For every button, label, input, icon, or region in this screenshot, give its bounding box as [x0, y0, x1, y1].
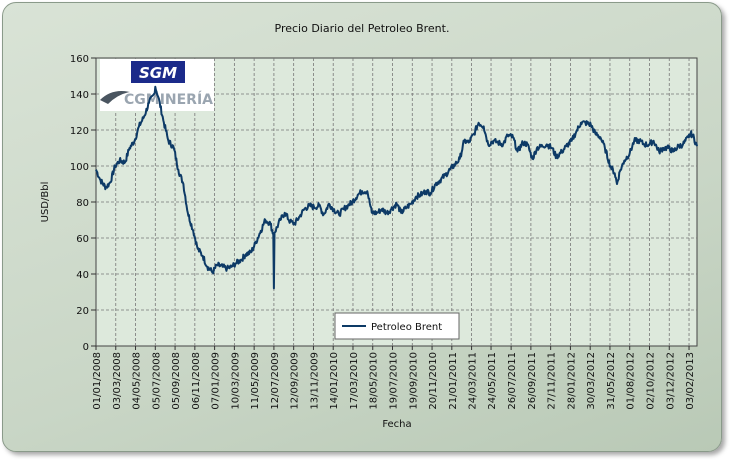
x-tick-label: 10/03/2009: [230, 352, 241, 410]
x-tick-label: 24/03/2011: [468, 352, 479, 410]
x-tick-label: 03/02/2013: [685, 352, 696, 410]
x-tick-label: 19/07/2010: [389, 352, 400, 410]
series-line-petroleo-brent: [95, 85, 698, 290]
y-axis: 0 20 40 60 80 100 120 140 160: [70, 54, 96, 353]
x-tick-label: 01/08/2012: [626, 352, 637, 410]
chart-title: Precio Diario del Petroleo Brent.: [275, 22, 450, 35]
x-tick-label: 13/11/2009: [309, 352, 320, 410]
logo-sgm-block: [131, 61, 185, 83]
x-tick-label: 14/01/2010: [329, 352, 340, 410]
x-tick-label: 03/03/2008: [112, 352, 123, 410]
logo-swoosh: [100, 91, 130, 104]
y-tick-label: 20: [76, 306, 89, 317]
x-tick-label: 30/03/2012: [586, 352, 597, 410]
x-tick-label: 18/05/2010: [369, 352, 380, 410]
x-tick-label: 01/01/2008: [92, 352, 103, 410]
y-tick-label: 40: [76, 270, 89, 281]
x-axis: 01/01/2008 03/03/2008 04/05/2008 05/07/2008…: [92, 346, 696, 410]
y-axis-label: USD/Bbl: [40, 182, 51, 223]
x-tick-label: 28/01/2012: [566, 352, 577, 410]
x-tick-label: 26/07/2011: [507, 352, 518, 410]
x-tick-label: 27/11/2011: [547, 352, 558, 410]
x-tick-label: 12/09/2009: [290, 352, 301, 410]
y-tick-label: 100: [70, 162, 89, 173]
legend-label: Petroleo Brent: [371, 322, 442, 333]
x-tick-label: 24/05/2011: [487, 352, 498, 410]
logo-sgm-text: SGM: [139, 64, 177, 82]
x-tick-label: 02/10/2012: [645, 352, 656, 410]
logo: SGM CGMINERÍA: [100, 59, 214, 111]
y-tick-label: 120: [70, 126, 89, 137]
logo-cgmineria-text: CGMINERÍA: [124, 91, 213, 108]
grid-lines: [96, 58, 697, 346]
x-tick-label: 26/09/2011: [527, 352, 538, 410]
series-group: [95, 85, 698, 290]
y-tick-label: 140: [70, 90, 89, 101]
x-tick-label: 11/05/2009: [250, 352, 261, 410]
x-tick-label: 17/03/2010: [349, 352, 360, 410]
y-tick-label: 0: [83, 342, 89, 353]
x-tick-label: 07/01/2009: [211, 352, 222, 410]
y-tick-label: 60: [76, 234, 89, 245]
x-tick-label: 19/09/2010: [408, 352, 419, 410]
x-tick-label: 21/01/2011: [448, 352, 459, 410]
x-tick-label: 06/11/2008: [191, 352, 202, 410]
x-tick-label: 04/05/2008: [132, 352, 143, 410]
y-tick-label: 160: [70, 54, 89, 65]
x-tick-label: 03/12/2012: [665, 352, 676, 410]
x-tick-label: 31/05/2012: [606, 352, 617, 410]
x-tick-label: 05/09/2008: [171, 352, 182, 410]
x-tick-label: 20/11/2010: [428, 352, 439, 410]
x-tick-label: 05/07/2008: [151, 352, 162, 410]
x-axis-label: Fecha: [382, 419, 411, 430]
legend: Petroleo Brent: [334, 312, 460, 340]
y-tick-label: 80: [76, 198, 89, 209]
x-tick-label: 12/07/2009: [270, 352, 281, 410]
